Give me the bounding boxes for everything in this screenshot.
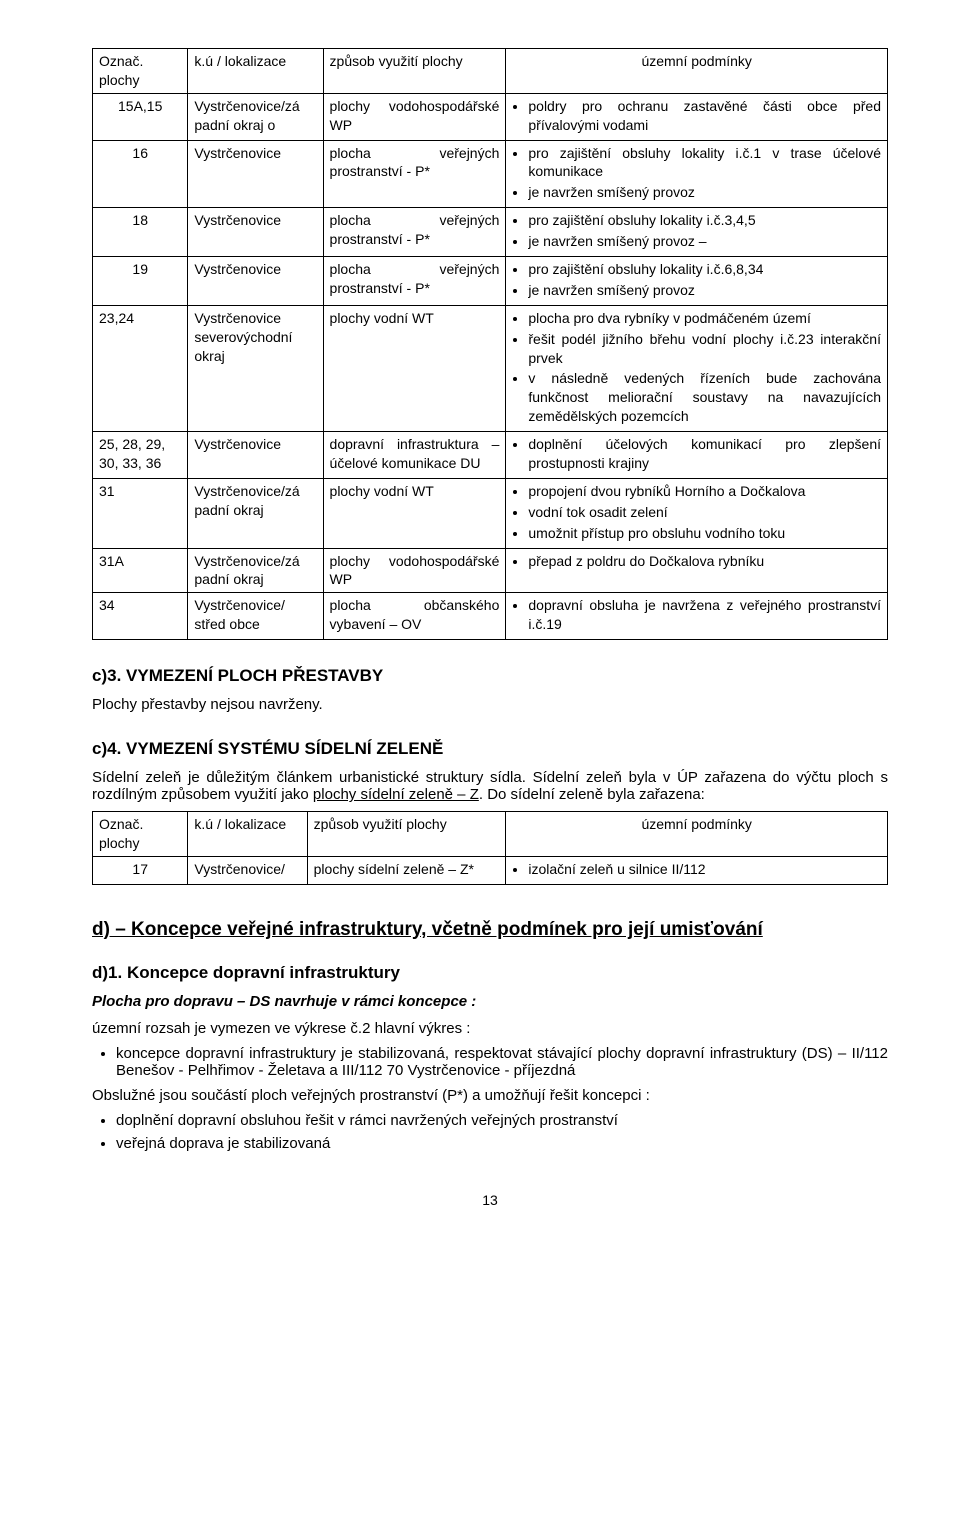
row-use: dopravní infrastruktura – účelové komuni… bbox=[323, 432, 506, 479]
row-cond: pro zajištění obsluhy lokality i.č.3,4,5… bbox=[506, 208, 888, 257]
table2-header-0: Označ. plochy bbox=[93, 812, 188, 857]
cond-item: je navržen smíšený provoz bbox=[528, 281, 881, 300]
table1-row: 16Vystrčenoviceplocha veřejných prostran… bbox=[93, 140, 888, 208]
row-loc: Vystrčenovice bbox=[188, 257, 323, 306]
row-use: plochy sídelní zeleně – Z* bbox=[307, 856, 506, 884]
row-cond: propojení dvou rybníků Horního a Dočkalo… bbox=[506, 478, 888, 548]
row-id: 23,24 bbox=[93, 305, 188, 431]
cond-item: umožnit přístup pro obsluhu vodního toku bbox=[528, 524, 881, 543]
heading-d1: d)1. Koncepce dopravní infrastruktury bbox=[92, 963, 888, 983]
row-cond: dopravní obsluha je navržena z veřejného… bbox=[506, 593, 888, 640]
cond-item: izolační zeleň u silnice II/112 bbox=[528, 860, 881, 879]
d1-list-2: doplnění dopravní obsluhou řešit v rámci… bbox=[92, 1112, 888, 1152]
table2-header-1: k.ú / lokalizace bbox=[188, 812, 307, 857]
c4-para-underline: plochy sídelní zeleně – Z bbox=[313, 786, 479, 803]
row-cond: plocha pro dva rybníky v podmáčeném územ… bbox=[506, 305, 888, 431]
cond-item: v následně vedených řízeních bude zachov… bbox=[528, 369, 881, 426]
d1-list-1: koncepce dopravní infrastruktury je stab… bbox=[92, 1045, 888, 1079]
table1-header-1: k.ú / lokalizace bbox=[188, 49, 323, 94]
row-id: 19 bbox=[93, 257, 188, 306]
table1-header-0: Označ. plochy bbox=[93, 49, 188, 94]
table1-header-2: způsob využití plochy bbox=[323, 49, 506, 94]
table2-header-3: územní podmínky bbox=[506, 812, 888, 857]
row-use: plochy vodní WT bbox=[323, 305, 506, 431]
row-id: 31 bbox=[93, 478, 188, 548]
cond-item: pro zajištění obsluhy lokality i.č.3,4,5 bbox=[528, 211, 881, 230]
row-loc: Vystrčenovice/zá padní okraj bbox=[188, 548, 323, 593]
cond-item: přepad z poldru do Dočkalova rybníku bbox=[528, 552, 881, 571]
table2-header-2: způsob využití plochy bbox=[307, 812, 506, 857]
table1-row: 31AVystrčenovice/zá padní okrajplochy vo… bbox=[93, 548, 888, 593]
row-use: plocha veřejných prostranství - P* bbox=[323, 140, 506, 208]
cond-item: dopravní obsluha je navržena z veřejného… bbox=[528, 596, 881, 634]
cond-item: řešit podél jižního břehu vodní plochy i… bbox=[528, 330, 881, 368]
table1-row: 23,24Vystrčenovice severovýchodní okrajp… bbox=[93, 305, 888, 431]
zoning-table-1: Označ. plochyk.ú / lokalizacezpůsob využ… bbox=[92, 48, 888, 640]
row-cond: poldry pro ochranu zastavěné části obce … bbox=[506, 93, 888, 140]
row-id: 15A,15 bbox=[93, 93, 188, 140]
d1-line2: Obslužné jsou součástí ploch veřejných p… bbox=[92, 1087, 888, 1104]
row-id: 16 bbox=[93, 140, 188, 208]
row-id: 18 bbox=[93, 208, 188, 257]
cond-item: propojení dvou rybníků Horního a Dočkalo… bbox=[528, 482, 881, 501]
row-loc: Vystrčenovice/zá padní okraj o bbox=[188, 93, 323, 140]
row-id: 17 bbox=[93, 856, 188, 884]
row-use: plocha veřejných prostranství - P* bbox=[323, 208, 506, 257]
row-loc: Vystrčenovice severovýchodní okraj bbox=[188, 305, 323, 431]
row-use: plochy vodní WT bbox=[323, 478, 506, 548]
row-use: plochy vodohospodářské WP bbox=[323, 93, 506, 140]
cond-item: pro zajištění obsluhy lokality i.č.6,8,3… bbox=[528, 260, 881, 279]
row-loc: Vystrčenovice/ bbox=[188, 856, 307, 884]
row-cond: pro zajištění obsluhy lokality i.č.1 v t… bbox=[506, 140, 888, 208]
row-cond: pro zajištění obsluhy lokality i.č.6,8,3… bbox=[506, 257, 888, 306]
row-cond: přepad z poldru do Dočkalova rybníku bbox=[506, 548, 888, 593]
table1-header-3: územní podmínky bbox=[506, 49, 888, 94]
table1-row: 18Vystrčenoviceplocha veřejných prostran… bbox=[93, 208, 888, 257]
row-id: 25, 28, 29, 30, 33, 36 bbox=[93, 432, 188, 479]
row-use: plocha veřejných prostranství - P* bbox=[323, 257, 506, 306]
row-use: plochy vodohospodářské WP bbox=[323, 548, 506, 593]
d1-italic-lead: Plocha pro dopravu – DS navrhuje v rámci… bbox=[92, 993, 888, 1010]
cond-item: vodní tok osadit zelení bbox=[528, 503, 881, 522]
heading-c4: c)4. VYMEZENÍ SYSTÉMU SÍDELNÍ ZELENĚ bbox=[92, 739, 888, 759]
table1-row: 34Vystrčenovice/ střed obceplocha občans… bbox=[93, 593, 888, 640]
cond-item: je navržen smíšený provoz – bbox=[528, 232, 881, 251]
heading-d: d) – Koncepce veřejné infrastruktury, vč… bbox=[92, 919, 888, 941]
row-loc: Vystrčenovice bbox=[188, 140, 323, 208]
zoning-table-2: Označ. plochyk.ú / lokalizacezpůsob využ… bbox=[92, 811, 888, 885]
row-cond: izolační zeleň u silnice II/112 bbox=[506, 856, 888, 884]
table1-row: 25, 28, 29, 30, 33, 36Vystrčenovicedopra… bbox=[93, 432, 888, 479]
table2-row: 17Vystrčenovice/plochy sídelní zeleně – … bbox=[93, 856, 888, 884]
table1-row: 19Vystrčenoviceplocha veřejných prostran… bbox=[93, 257, 888, 306]
row-use: plocha občanského vybavení – OV bbox=[323, 593, 506, 640]
cond-item: doplnění účelových komunikací pro zlepše… bbox=[528, 435, 881, 473]
c3-text: Plochy přestavby nejsou navrženy. bbox=[92, 696, 888, 713]
cond-item: plocha pro dva rybníky v podmáčeném územ… bbox=[528, 309, 881, 328]
d1-bullet-3: veřejná doprava je stabilizovaná bbox=[116, 1135, 888, 1152]
row-cond: doplnění účelových komunikací pro zlepše… bbox=[506, 432, 888, 479]
row-id: 31A bbox=[93, 548, 188, 593]
table1-row: 31Vystrčenovice/zá padní okrajplochy vod… bbox=[93, 478, 888, 548]
table1-row: 15A,15Vystrčenovice/zá padní okraj oploc… bbox=[93, 93, 888, 140]
d1-bullet-1: koncepce dopravní infrastruktury je stab… bbox=[116, 1045, 888, 1079]
row-loc: Vystrčenovice/zá padní okraj bbox=[188, 478, 323, 548]
page-number: 13 bbox=[92, 1192, 888, 1208]
row-id: 34 bbox=[93, 593, 188, 640]
c4-paragraph: Sídelní zeleň je důležitým článkem urban… bbox=[92, 769, 888, 803]
row-loc: Vystrčenovice bbox=[188, 208, 323, 257]
cond-item: je navržen smíšený provoz bbox=[528, 183, 881, 202]
d1-bullet-2: doplnění dopravní obsluhou řešit v rámci… bbox=[116, 1112, 888, 1129]
cond-item: poldry pro ochranu zastavěné části obce … bbox=[528, 97, 881, 135]
row-loc: Vystrčenovice/ střed obce bbox=[188, 593, 323, 640]
c4-para-tail: . Do sídelní zeleně byla zařazena: bbox=[479, 786, 705, 803]
d1-line1: územní rozsah je vymezen ve výkrese č.2 … bbox=[92, 1020, 888, 1037]
row-loc: Vystrčenovice bbox=[188, 432, 323, 479]
heading-c3: c)3. VYMEZENÍ PLOCH PŘESTAVBY bbox=[92, 666, 888, 686]
cond-item: pro zajištění obsluhy lokality i.č.1 v t… bbox=[528, 144, 881, 182]
